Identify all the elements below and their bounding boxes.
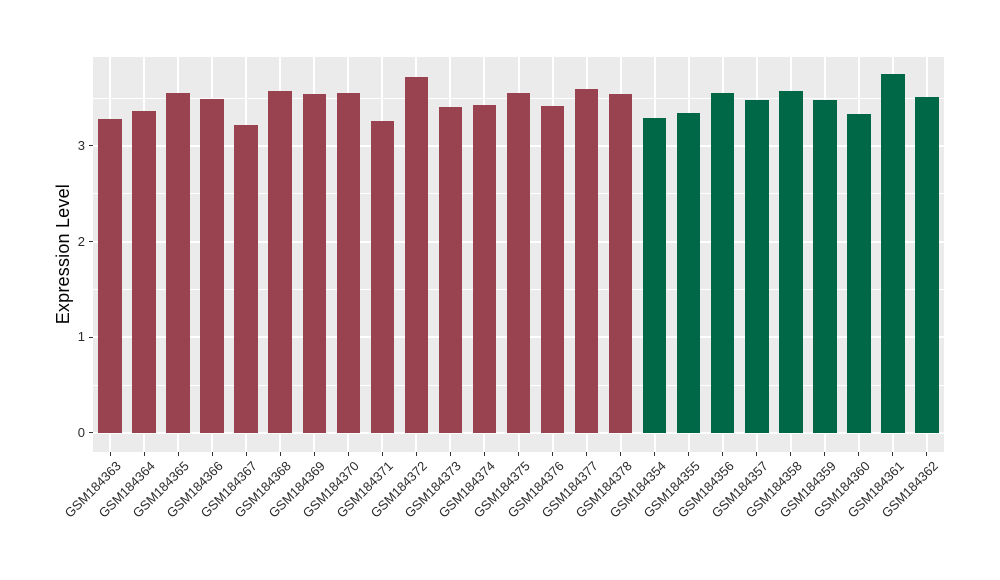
bar-GSM184365	[166, 93, 190, 433]
bar-GSM184372	[404, 77, 429, 433]
bar-GSM184376	[540, 105, 565, 433]
bar-GSM184354	[642, 118, 667, 433]
bar-GSM184362	[915, 97, 939, 433]
x-tick-mark	[654, 452, 656, 456]
bar-GSM184361	[881, 74, 905, 433]
x-tick-mark	[688, 452, 690, 456]
bar-GSM184373	[438, 106, 463, 433]
bar-GSM184371	[370, 121, 395, 433]
bar-GSM184364	[132, 110, 156, 433]
bar-GSM184377	[574, 88, 599, 433]
y-tick-label: 3	[77, 137, 85, 153]
x-tick-mark	[518, 452, 519, 456]
x-tick-mark	[211, 452, 213, 456]
bar-GSM184363	[98, 119, 122, 433]
x-tick-mark	[143, 452, 145, 456]
x-tick-mark	[347, 452, 349, 456]
bar-GSM184366	[200, 99, 224, 433]
x-tick-mark	[858, 452, 860, 456]
x-tick-mark	[415, 452, 417, 456]
x-tick-mark	[279, 452, 281, 456]
bar-GSM184370	[336, 93, 361, 433]
bar-GSM184357	[745, 100, 769, 433]
x-tick-mark	[586, 452, 588, 456]
x-tick-mark	[109, 452, 111, 456]
x-tick-mark	[483, 452, 485, 456]
y-axis-title-wrap: Expression Level	[50, 57, 76, 452]
x-tick-mark	[313, 452, 315, 456]
bar-GSM184368	[268, 91, 292, 433]
bar-GSM184369	[302, 94, 326, 433]
x-tick-mark	[756, 452, 758, 456]
x-tick-mark	[620, 452, 622, 456]
y-tick-mark	[89, 432, 93, 434]
x-tick-mark	[381, 452, 383, 456]
y-axis-title: Expression Level	[52, 184, 73, 325]
x-tick-mark	[722, 452, 724, 456]
x-tick-mark	[824, 452, 826, 456]
y-tick-mark	[89, 336, 93, 338]
y-tick-label: 0	[77, 424, 85, 440]
y-tick-mark	[89, 145, 93, 147]
x-tick-mark	[245, 452, 247, 456]
bar-GSM184378	[608, 94, 633, 433]
x-tick-mark	[552, 452, 554, 456]
y-tick-label: 1	[77, 329, 85, 345]
bar-GSM184358	[779, 91, 803, 433]
y-tick-label: 2	[77, 233, 85, 249]
bar-GSM184375	[506, 93, 531, 433]
bar-GSM184367	[234, 124, 258, 433]
bar-GSM184374	[472, 104, 497, 433]
x-tick-mark	[926, 452, 928, 456]
x-tick-mark	[790, 452, 792, 456]
x-tick-mark	[177, 452, 179, 456]
x-tick-mark	[449, 452, 451, 456]
bar-GSM184356	[710, 93, 735, 433]
y-tick-mark	[89, 241, 93, 243]
x-tick-mark	[892, 452, 894, 456]
bar-GSM184355	[676, 113, 701, 433]
bar-GSM184359	[813, 100, 837, 433]
bar-GSM184360	[847, 114, 871, 433]
